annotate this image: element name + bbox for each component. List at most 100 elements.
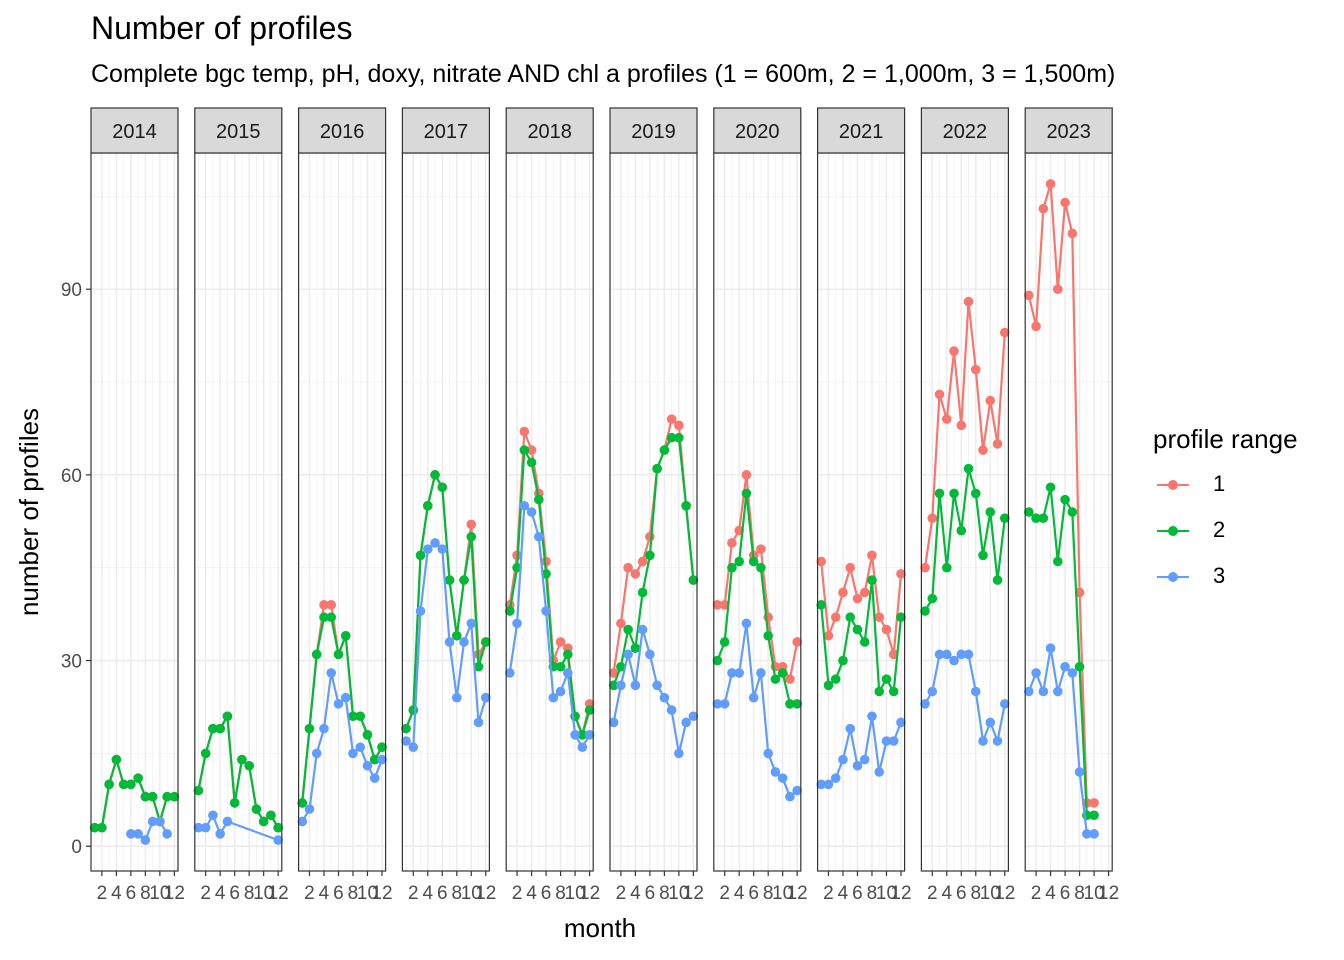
data-point-1 xyxy=(1060,197,1070,208)
data-point-2 xyxy=(712,655,723,666)
data-point-1 xyxy=(896,569,906,579)
x-tick-label: 2 xyxy=(512,883,523,904)
facet-strip xyxy=(298,107,387,154)
x-tick-label: 12 xyxy=(683,883,704,904)
data-point-2 xyxy=(992,575,1003,585)
data-point-3 xyxy=(741,618,752,629)
data-point-3 xyxy=(845,723,856,734)
data-point-3 xyxy=(1031,668,1041,678)
x-tick-label: 6 xyxy=(126,883,137,904)
data-point-3 xyxy=(355,742,366,753)
data-point-2 xyxy=(1053,556,1063,567)
data-point-2 xyxy=(118,779,129,790)
data-point-3 xyxy=(756,668,766,678)
data-point-2 xyxy=(311,649,322,660)
data-point-1 xyxy=(637,556,648,567)
data-point-2 xyxy=(362,730,373,740)
legend-label-3: 3 xyxy=(1213,563,1226,588)
data-point-3 xyxy=(369,773,380,783)
data-point-1 xyxy=(608,668,619,678)
data-point-2 xyxy=(623,624,633,635)
data-point-1 xyxy=(823,630,834,641)
data-point-2 xyxy=(519,445,530,455)
data-point-2 xyxy=(200,748,211,759)
x-tick-label: 2 xyxy=(719,883,730,904)
data-point-1 xyxy=(1038,203,1049,214)
facet-strip-label: 2023 xyxy=(1046,121,1091,143)
data-point-3 xyxy=(881,736,892,746)
data-point-1 xyxy=(999,327,1010,338)
data-point-2 xyxy=(555,661,566,672)
data-point-2 xyxy=(934,488,945,499)
data-point-3 xyxy=(126,829,136,839)
panel-background xyxy=(921,153,1009,871)
data-point-3 xyxy=(637,624,648,635)
data-point-3 xyxy=(727,668,737,678)
series-line-3 xyxy=(612,628,695,755)
x-tick-label: 8 xyxy=(1074,883,1085,904)
data-point-3 xyxy=(949,655,959,666)
data-point-3 xyxy=(956,649,967,660)
data-point-2 xyxy=(830,674,841,684)
data-point-3 xyxy=(823,779,834,790)
data-point-3 xyxy=(555,686,566,697)
data-point-2 xyxy=(466,531,477,542)
x-tick-label: 4 xyxy=(215,883,226,904)
data-point-3 xyxy=(681,717,691,728)
data-point-3 xyxy=(719,699,730,709)
x-tick-label: 8 xyxy=(970,883,981,904)
data-point-3 xyxy=(304,804,315,814)
data-point-1 xyxy=(920,562,930,573)
x-tick-label: 8 xyxy=(555,883,566,904)
data-point-2 xyxy=(970,488,981,499)
panel-background xyxy=(194,153,282,871)
data-point-2 xyxy=(785,699,795,709)
data-point-1 xyxy=(785,674,795,684)
x-axis-title: month xyxy=(564,913,636,943)
facet-strip xyxy=(713,107,802,154)
x-tick-label: 6 xyxy=(541,883,552,904)
data-point-3 xyxy=(297,816,308,827)
data-point-3 xyxy=(422,544,433,554)
data-point-2 xyxy=(852,624,863,635)
facet-strip xyxy=(505,107,594,154)
data-point-1 xyxy=(1045,179,1056,189)
data-point-1 xyxy=(949,346,959,356)
data-point-2 xyxy=(1067,507,1078,517)
data-point-3 xyxy=(896,717,906,728)
facet-strip-label: 2020 xyxy=(735,121,780,143)
data-point-1 xyxy=(326,600,337,610)
data-point-2 xyxy=(823,680,834,691)
facet-strip-label: 2014 xyxy=(112,121,157,143)
data-point-3 xyxy=(401,736,411,746)
data-point-2 xyxy=(415,550,426,561)
data-point-3 xyxy=(512,618,522,629)
data-point-2 xyxy=(266,810,276,821)
data-point-2 xyxy=(838,655,848,666)
data-point-3 xyxy=(577,742,588,753)
data-point-1 xyxy=(1031,321,1041,332)
data-point-3 xyxy=(415,606,426,616)
data-point-2 xyxy=(978,550,988,561)
data-point-2 xyxy=(577,730,588,740)
x-tick-label: 4 xyxy=(526,883,537,904)
data-point-3 xyxy=(570,730,580,740)
facet-strip xyxy=(90,107,179,154)
x-tick-label: 8 xyxy=(140,883,151,904)
data-point-3 xyxy=(927,686,938,697)
facet-strip-label: 2019 xyxy=(631,121,676,143)
data-point-2 xyxy=(681,501,691,511)
data-point-1 xyxy=(1024,290,1034,301)
x-tick-label: 2 xyxy=(616,883,627,904)
facet-strip xyxy=(920,107,1010,154)
data-point-2 xyxy=(369,754,380,765)
data-point-3 xyxy=(326,668,337,678)
facet-strip xyxy=(1024,107,1113,154)
data-point-3 xyxy=(362,760,373,771)
data-point-1 xyxy=(526,445,537,455)
facet-strip-label: 2016 xyxy=(320,121,365,143)
y-axis-title: number of profiles xyxy=(14,408,44,616)
data-point-3 xyxy=(430,538,440,548)
x-tick-label: 12 xyxy=(787,883,808,904)
